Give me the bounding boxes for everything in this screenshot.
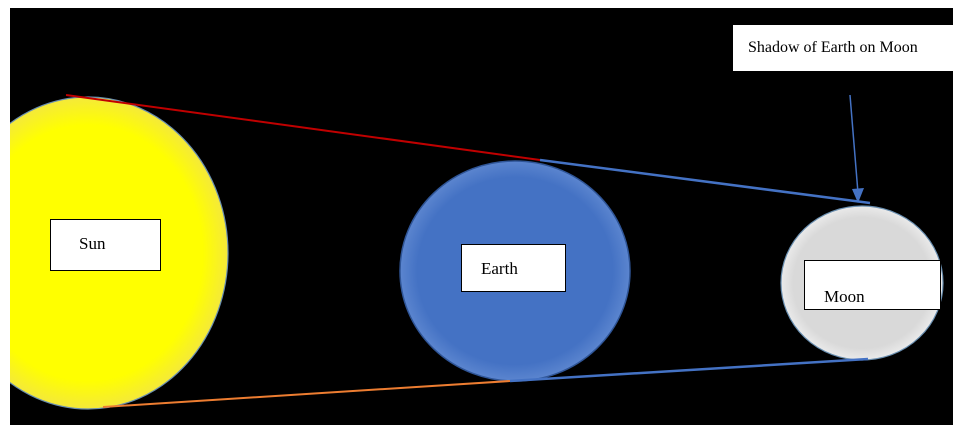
- earth-label: Earth: [461, 244, 566, 292]
- earth-moon-upper-line: [539, 158, 871, 205]
- moon-label: Moon: [804, 260, 941, 310]
- sun-earth-lower-line: [102, 380, 511, 408]
- shadow-arrow-head: [852, 188, 864, 203]
- earth-moon-lower-line: [509, 357, 869, 383]
- sun-earth-upper-line: [65, 94, 541, 161]
- sun-label: Sun: [50, 219, 161, 271]
- shadow-arrow-line: [849, 94, 859, 194]
- shadow-callout-label: Shadow of Earth on Moon: [733, 25, 953, 71]
